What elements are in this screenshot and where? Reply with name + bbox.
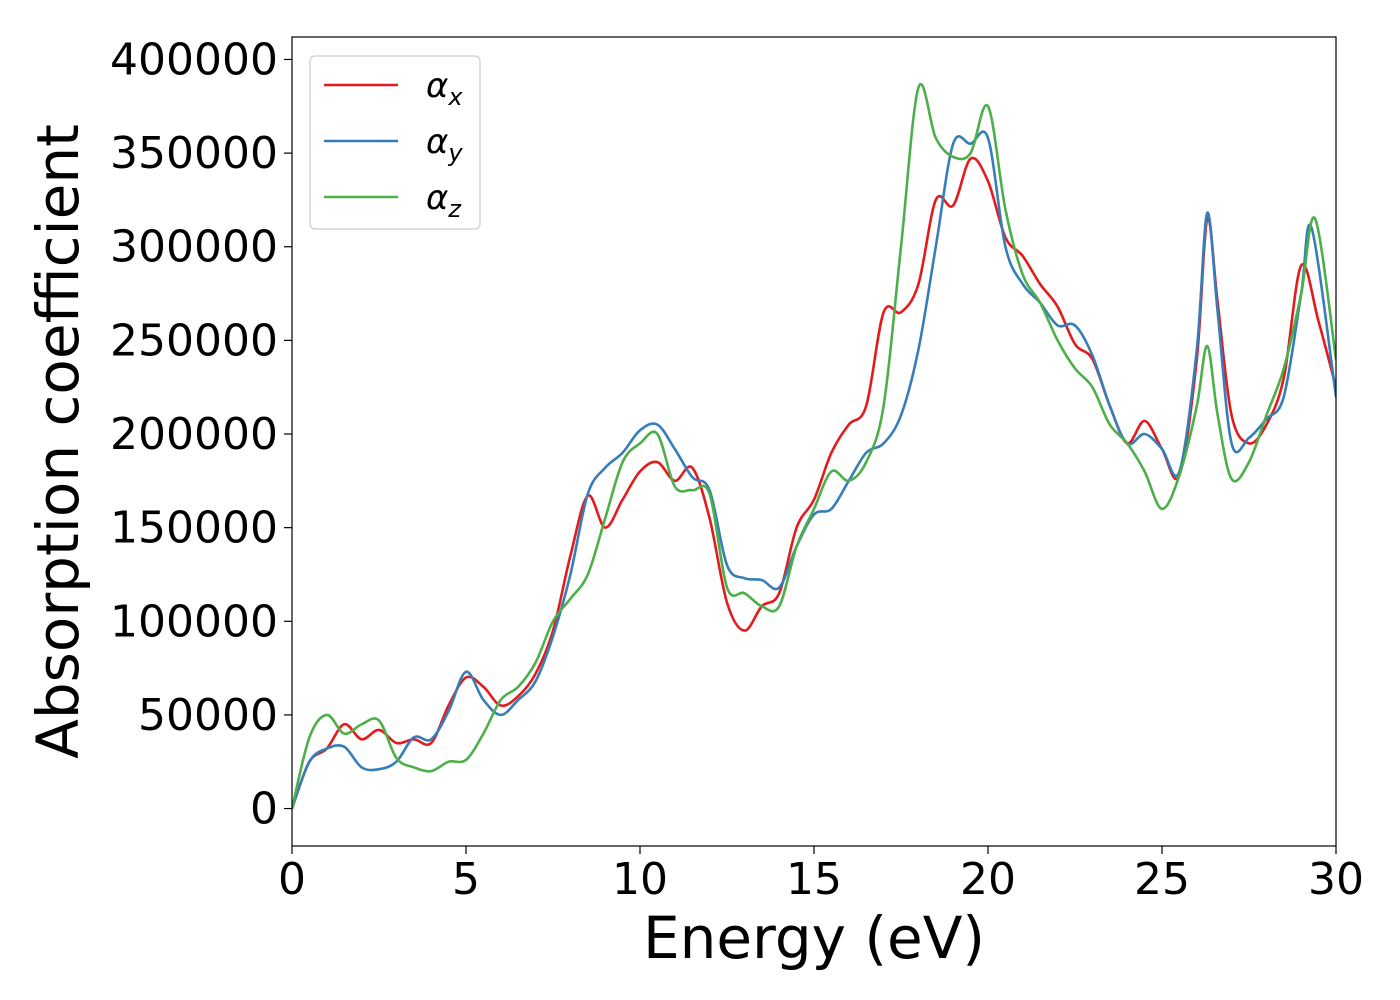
- y-tick-label: 50000: [138, 690, 278, 741]
- legend-label-y: αy: [426, 122, 463, 167]
- y-tick-label: 400000: [110, 34, 278, 85]
- x-axis-label: Energy (eV): [643, 904, 985, 972]
- x-tick-label: 30: [1308, 854, 1364, 905]
- x-tick-label: 5: [452, 854, 480, 905]
- x-tick-label: 0: [278, 854, 306, 905]
- y-axis-ticks: 0 50000 100000 150000 200000 250000 300000 3500…: [110, 34, 292, 835]
- y-tick-label: 0: [250, 784, 278, 835]
- x-tick-label: 20: [960, 854, 1016, 905]
- legend-label-x: αx: [426, 66, 463, 111]
- y-tick-label: 350000: [110, 128, 278, 179]
- y-tick-label: 200000: [110, 409, 278, 460]
- plot-frame: [291, 36, 1337, 847]
- plot-area: [292, 83, 1336, 810]
- y-axis-label: Absorption coefficient: [24, 124, 92, 759]
- y-tick-label: 250000: [110, 315, 278, 366]
- legend: αx αy αz: [309, 55, 481, 230]
- x-tick-label: 15: [786, 854, 842, 905]
- series-line-y: [292, 130, 1336, 810]
- y-tick-label: 150000: [110, 503, 278, 554]
- legend-box: [309, 55, 481, 230]
- y-tick-label: 300000: [110, 222, 278, 273]
- x-tick-label: 25: [1134, 854, 1190, 905]
- x-axis-ticks: 0 5 10 15 20 25 30: [278, 846, 1364, 905]
- legend-label-z: αz: [426, 178, 462, 223]
- x-tick-label: 10: [612, 854, 668, 905]
- series-line-z: [292, 83, 1336, 810]
- y-tick-label: 100000: [110, 596, 278, 647]
